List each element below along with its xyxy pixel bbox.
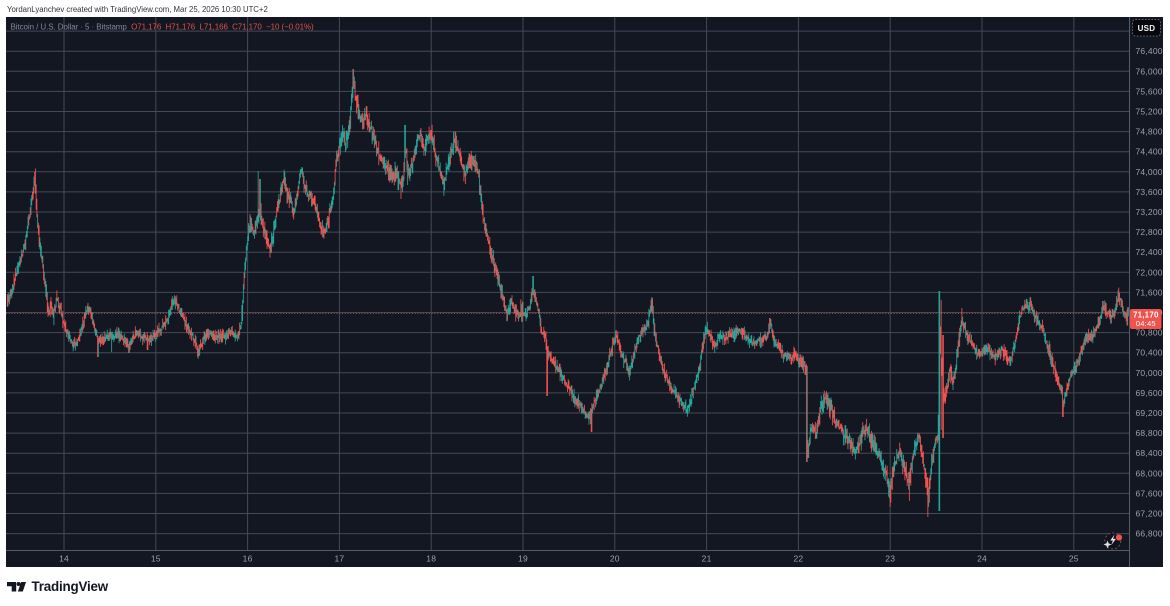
svg-text:20: 20 xyxy=(610,554,620,564)
svg-text:67,600: 67,600 xyxy=(1136,488,1163,498)
svg-text:69,600: 69,600 xyxy=(1136,388,1163,398)
svg-text:68,800: 68,800 xyxy=(1136,428,1163,438)
svg-text:14: 14 xyxy=(59,554,69,564)
svg-text:67,200: 67,200 xyxy=(1136,509,1163,519)
svg-text:75,600: 75,600 xyxy=(1136,86,1163,96)
svg-text:75,200: 75,200 xyxy=(1136,107,1163,117)
svg-text:69,200: 69,200 xyxy=(1136,408,1163,418)
svg-text:66,800: 66,800 xyxy=(1136,529,1163,539)
svg-text:70,400: 70,400 xyxy=(1136,348,1163,358)
svg-text:72,000: 72,000 xyxy=(1136,267,1163,277)
svg-text:24: 24 xyxy=(977,554,987,564)
svg-text:72,800: 72,800 xyxy=(1136,227,1163,237)
svg-text:74,800: 74,800 xyxy=(1136,127,1163,137)
svg-text:21: 21 xyxy=(702,554,712,564)
svg-text:15: 15 xyxy=(151,554,161,564)
svg-text:70,000: 70,000 xyxy=(1136,368,1163,378)
svg-text:18: 18 xyxy=(426,554,436,564)
svg-text:Bitcoin / U.S. Dollar · 5 · Bi: Bitcoin / U.S. Dollar · 5 · Bitstamp O71… xyxy=(11,23,314,32)
svg-text:22: 22 xyxy=(793,554,803,564)
svg-text:71,170: 71,170 xyxy=(1133,311,1159,320)
svg-text:USD: USD xyxy=(1138,24,1156,33)
svg-text:76,400: 76,400 xyxy=(1136,46,1163,56)
svg-text:70,800: 70,800 xyxy=(1136,328,1163,338)
svg-text:04:45: 04:45 xyxy=(1136,319,1156,328)
svg-text:72,400: 72,400 xyxy=(1136,247,1163,257)
svg-text:68,000: 68,000 xyxy=(1136,468,1163,478)
svg-text:74,000: 74,000 xyxy=(1136,167,1163,177)
svg-text:74,400: 74,400 xyxy=(1136,147,1163,157)
svg-text:25: 25 xyxy=(1069,554,1079,564)
svg-text:76,000: 76,000 xyxy=(1136,66,1163,76)
svg-text:73,200: 73,200 xyxy=(1136,207,1163,217)
svg-text:17: 17 xyxy=(334,554,344,564)
svg-text:68,400: 68,400 xyxy=(1136,448,1163,458)
svg-text:71,600: 71,600 xyxy=(1136,287,1163,297)
svg-text:73,600: 73,600 xyxy=(1136,187,1163,197)
svg-text:16: 16 xyxy=(243,554,253,564)
svg-text:23: 23 xyxy=(885,554,895,564)
svg-text:19: 19 xyxy=(518,554,528,564)
